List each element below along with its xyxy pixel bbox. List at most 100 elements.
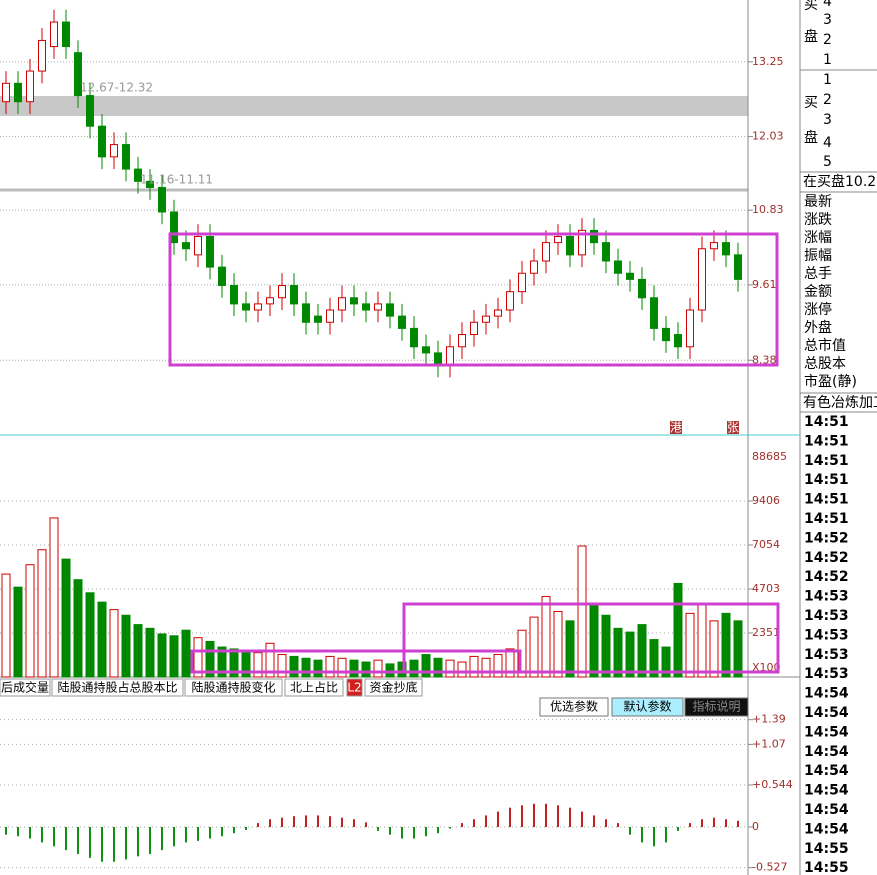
volume-bar [613, 627, 623, 678]
candle-body [386, 303, 394, 317]
candle-body [182, 242, 190, 250]
buy-level: 2 [823, 92, 832, 108]
volume-bar [577, 545, 587, 678]
badge-box [727, 421, 739, 434]
volume-bar [277, 654, 287, 678]
trade-time: 14:53 [804, 608, 849, 624]
y-tick-label: 10.83 [752, 203, 784, 216]
y-tick-label: 0 [752, 820, 759, 833]
candle-body [674, 334, 682, 348]
candle-body [38, 39, 46, 72]
field-label: 最新 [804, 194, 832, 210]
field-label: 涨停 [804, 301, 832, 318]
candle-body [734, 254, 742, 280]
trade-time: 14:55 [804, 841, 849, 857]
max-label: 88685 [752, 450, 787, 463]
candle-body [722, 242, 730, 256]
trade-time: 14:53 [804, 627, 849, 643]
trade-time: 14:51 [804, 511, 849, 527]
tab [0, 678, 51, 697]
volume-bar [229, 648, 239, 678]
y-tick-label: 13.25 [752, 55, 784, 68]
candle-body [230, 285, 238, 305]
volume-bar [529, 616, 539, 678]
volume-bar [649, 639, 659, 678]
field-label: 总股本 [804, 356, 846, 372]
volume-bar [733, 620, 743, 678]
field-label: 市盈(静) [804, 373, 857, 390]
volume-bar [1, 573, 11, 678]
candle-body [410, 327, 418, 348]
trade-time: 14:52 [804, 550, 849, 566]
trade-time: 14:54 [804, 783, 849, 799]
candle-body [242, 303, 250, 311]
trade-time: 14:51 [804, 453, 849, 469]
candle-body [338, 297, 346, 311]
volume-bar [193, 637, 203, 678]
tab [184, 678, 283, 697]
candle-body [314, 315, 322, 323]
volume-bar [721, 612, 731, 678]
volume-bar [661, 646, 671, 678]
volume-bar [301, 657, 311, 678]
volume-bar [181, 629, 191, 678]
candle-body [134, 168, 142, 182]
volume-bar [505, 648, 515, 678]
candle-body [86, 95, 94, 127]
button[interactable] [539, 697, 609, 717]
industry: 有色冶炼加工 [803, 394, 877, 411]
candle-body [614, 260, 622, 274]
candle-body [50, 21, 58, 48]
button[interactable] [611, 697, 684, 717]
button-label[interactable]: 优选参数 [550, 699, 598, 714]
volume-bar [61, 558, 71, 678]
buy-level: 3 [823, 112, 832, 128]
candle-body [566, 235, 574, 256]
candle-body [422, 346, 430, 354]
candle-body [170, 211, 178, 244]
y-tick-label: 9406 [752, 494, 780, 507]
tab-label: L2 [347, 681, 361, 695]
button[interactable] [684, 697, 749, 717]
candle-body [698, 248, 706, 311]
highlight-box [190, 649, 522, 674]
volume-bar [157, 633, 167, 678]
volume-bar [133, 624, 143, 678]
trade-time: 14:53 [804, 666, 849, 682]
trade-time: 14:54 [804, 763, 849, 779]
button-label[interactable]: 指标说明 [692, 699, 740, 714]
trade-time: 14:52 [804, 569, 849, 585]
volume-bar [121, 614, 131, 678]
trade-time: 14:54 [804, 705, 849, 721]
candle-body [518, 272, 526, 293]
y-tick-label: 7054 [752, 538, 780, 551]
trade-time: 14:52 [804, 530, 849, 546]
volume-bar [289, 655, 299, 678]
field-label: 振幅 [804, 248, 832, 264]
candle-body [686, 309, 694, 348]
button-label[interactable]: 默认参数 [623, 699, 671, 714]
volume-bar [145, 627, 155, 678]
volume-bar [265, 642, 275, 678]
field-label: 涨跌 [804, 212, 832, 228]
side-label: 买 [804, 95, 818, 111]
volume-bar [709, 620, 719, 678]
field-label: 总市值 [804, 337, 846, 354]
candle-body [578, 229, 586, 256]
candle-body [278, 285, 286, 299]
y-tick-label: +1.39 [752, 713, 786, 726]
volume-bar [517, 629, 527, 678]
candle-body [542, 242, 550, 262]
trade-time: 14:51 [804, 414, 849, 430]
tab [346, 678, 363, 697]
candle-body [2, 82, 10, 103]
candle-body [362, 303, 370, 311]
volume-bar [37, 549, 47, 678]
candle-body [74, 52, 82, 97]
candle-body [650, 297, 658, 329]
candle-body [446, 346, 454, 366]
volume-bar [637, 624, 647, 678]
candle-body [470, 321, 478, 336]
tab [51, 678, 184, 697]
